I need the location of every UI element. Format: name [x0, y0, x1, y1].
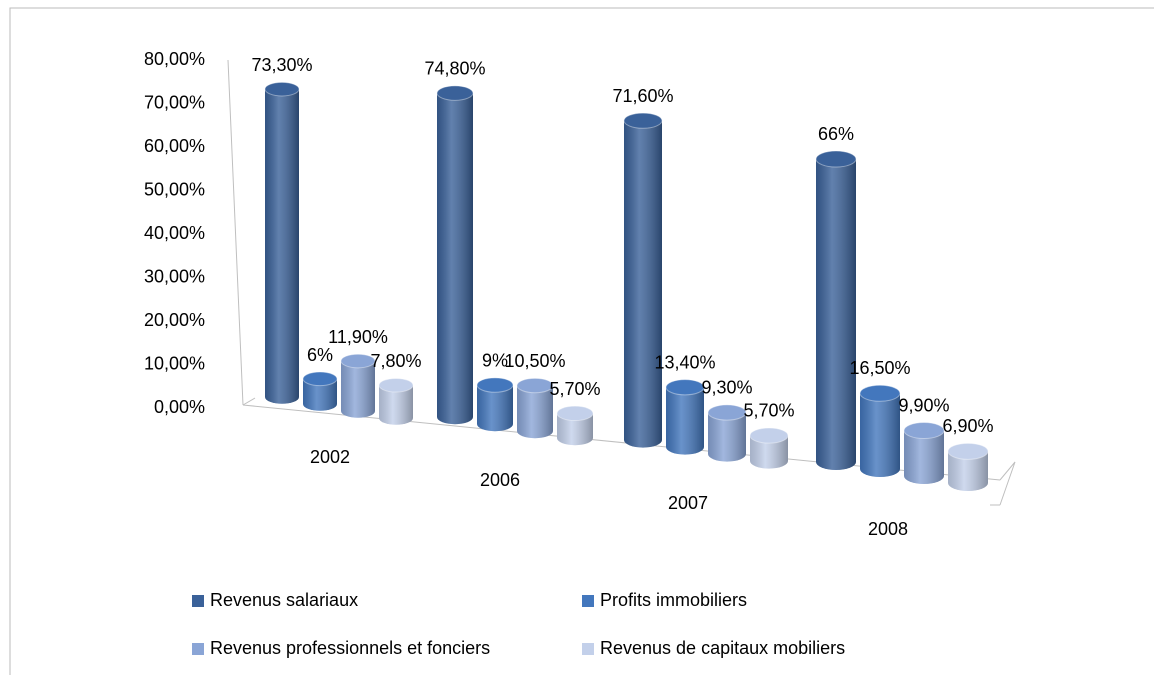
y-tick-label: 60,00%	[144, 136, 205, 156]
x-tick-label: 2007	[668, 493, 708, 513]
legend-label: Revenus salariaux	[210, 590, 358, 610]
cylinder-shade	[624, 120, 662, 448]
cylinder-shade	[477, 385, 513, 432]
cylinder-shade	[379, 385, 413, 425]
data-label: 5,70%	[549, 379, 600, 399]
cylinder-top	[264, 81, 300, 97]
cylinder-top	[859, 384, 901, 402]
legend-swatch	[582, 643, 594, 655]
data-label: 10,50%	[504, 351, 565, 371]
data-label: 9,90%	[898, 395, 949, 415]
cylinder-top	[302, 371, 338, 387]
y-tick-label: 70,00%	[144, 92, 205, 112]
legend-label: Profits immobiliers	[600, 590, 747, 610]
cylinder-top	[947, 442, 989, 460]
y-tick-label: 50,00%	[144, 179, 205, 199]
cylinder-top	[476, 377, 514, 393]
cylinder-top	[556, 405, 594, 422]
cylinder-shade	[341, 361, 375, 418]
cylinder-shade	[666, 387, 704, 455]
legend-swatch	[192, 643, 204, 655]
data-label: 16,50%	[849, 358, 910, 378]
cylinder-top	[378, 377, 414, 393]
cylinder-shade	[750, 435, 788, 469]
cylinder-shade	[948, 451, 988, 491]
cylinder-shade	[517, 385, 553, 439]
y-tick-label: 0,00%	[154, 397, 205, 417]
data-label: 71,60%	[612, 86, 673, 106]
y-tick-label: 20,00%	[144, 310, 205, 330]
cylinder-top	[665, 379, 705, 396]
legend-swatch	[192, 595, 204, 607]
floor-lines	[227, 59, 1016, 506]
cylinder-top	[436, 85, 474, 101]
cylinder-shade	[816, 159, 856, 470]
cylinder-shade	[437, 93, 473, 425]
cylinder-top	[707, 404, 747, 421]
x-tick-label: 2006	[480, 470, 520, 490]
data-label: 74,80%	[424, 59, 485, 79]
data-label: 11,90%	[328, 327, 388, 347]
y-tick-label: 80,00%	[144, 49, 205, 69]
cylinder-top	[623, 112, 663, 129]
x-tick-label: 2008	[868, 519, 908, 539]
y-tick-label: 10,00%	[144, 353, 205, 373]
data-label: 5,70%	[743, 401, 794, 421]
data-label: 6,90%	[942, 416, 993, 436]
data-label: 9,30%	[701, 378, 752, 398]
cylinder-shade	[860, 393, 900, 477]
cylinder-shade	[904, 430, 944, 484]
cylinder-shade	[557, 413, 593, 446]
data-label: 13,40%	[654, 352, 715, 372]
cylinder-top	[516, 377, 554, 394]
legend-swatch	[582, 595, 594, 607]
cylinder-top	[340, 353, 376, 369]
cylinder-top	[749, 427, 789, 444]
cylinder-shade	[708, 412, 746, 462]
data-label: 73,30%	[251, 55, 312, 75]
x-tick-label: 2002	[310, 447, 350, 467]
y-tick-label: 30,00%	[144, 266, 205, 286]
cylinder-top	[903, 422, 945, 440]
y-tick-label: 40,00%	[144, 223, 205, 243]
data-label: 9%	[482, 351, 508, 371]
cylinder-top	[815, 150, 857, 168]
legend-label: Revenus professionnels et fonciers	[210, 638, 490, 658]
cylinder-shade	[303, 378, 337, 411]
data-label: 66%	[818, 124, 854, 144]
data-label: 6%	[307, 345, 333, 365]
data-label: 7,80%	[370, 351, 421, 371]
frame	[9, 7, 1154, 675]
legend-label: Revenus de capitaux mobiliers	[600, 638, 845, 658]
cylinder-shade	[265, 89, 299, 404]
